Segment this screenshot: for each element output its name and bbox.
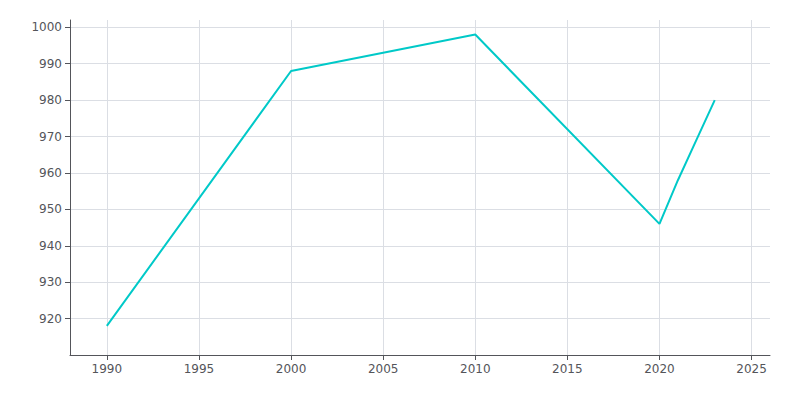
svg-text:990: 990 [39,57,62,71]
svg-text:2015: 2015 [552,362,583,376]
svg-text:2000: 2000 [276,362,307,376]
svg-text:970: 970 [39,130,62,144]
svg-text:1990: 1990 [92,362,123,376]
svg-text:2020: 2020 [644,362,675,376]
svg-text:1995: 1995 [184,362,215,376]
svg-text:980: 980 [39,93,62,107]
svg-text:2005: 2005 [368,362,399,376]
svg-text:1000: 1000 [31,20,62,34]
svg-text:960: 960 [39,166,62,180]
svg-text:2025: 2025 [736,362,767,376]
svg-text:920: 920 [39,312,62,326]
svg-text:2010: 2010 [460,362,491,376]
svg-text:950: 950 [39,202,62,216]
svg-text:930: 930 [39,275,62,289]
svg-text:940: 940 [39,239,62,253]
